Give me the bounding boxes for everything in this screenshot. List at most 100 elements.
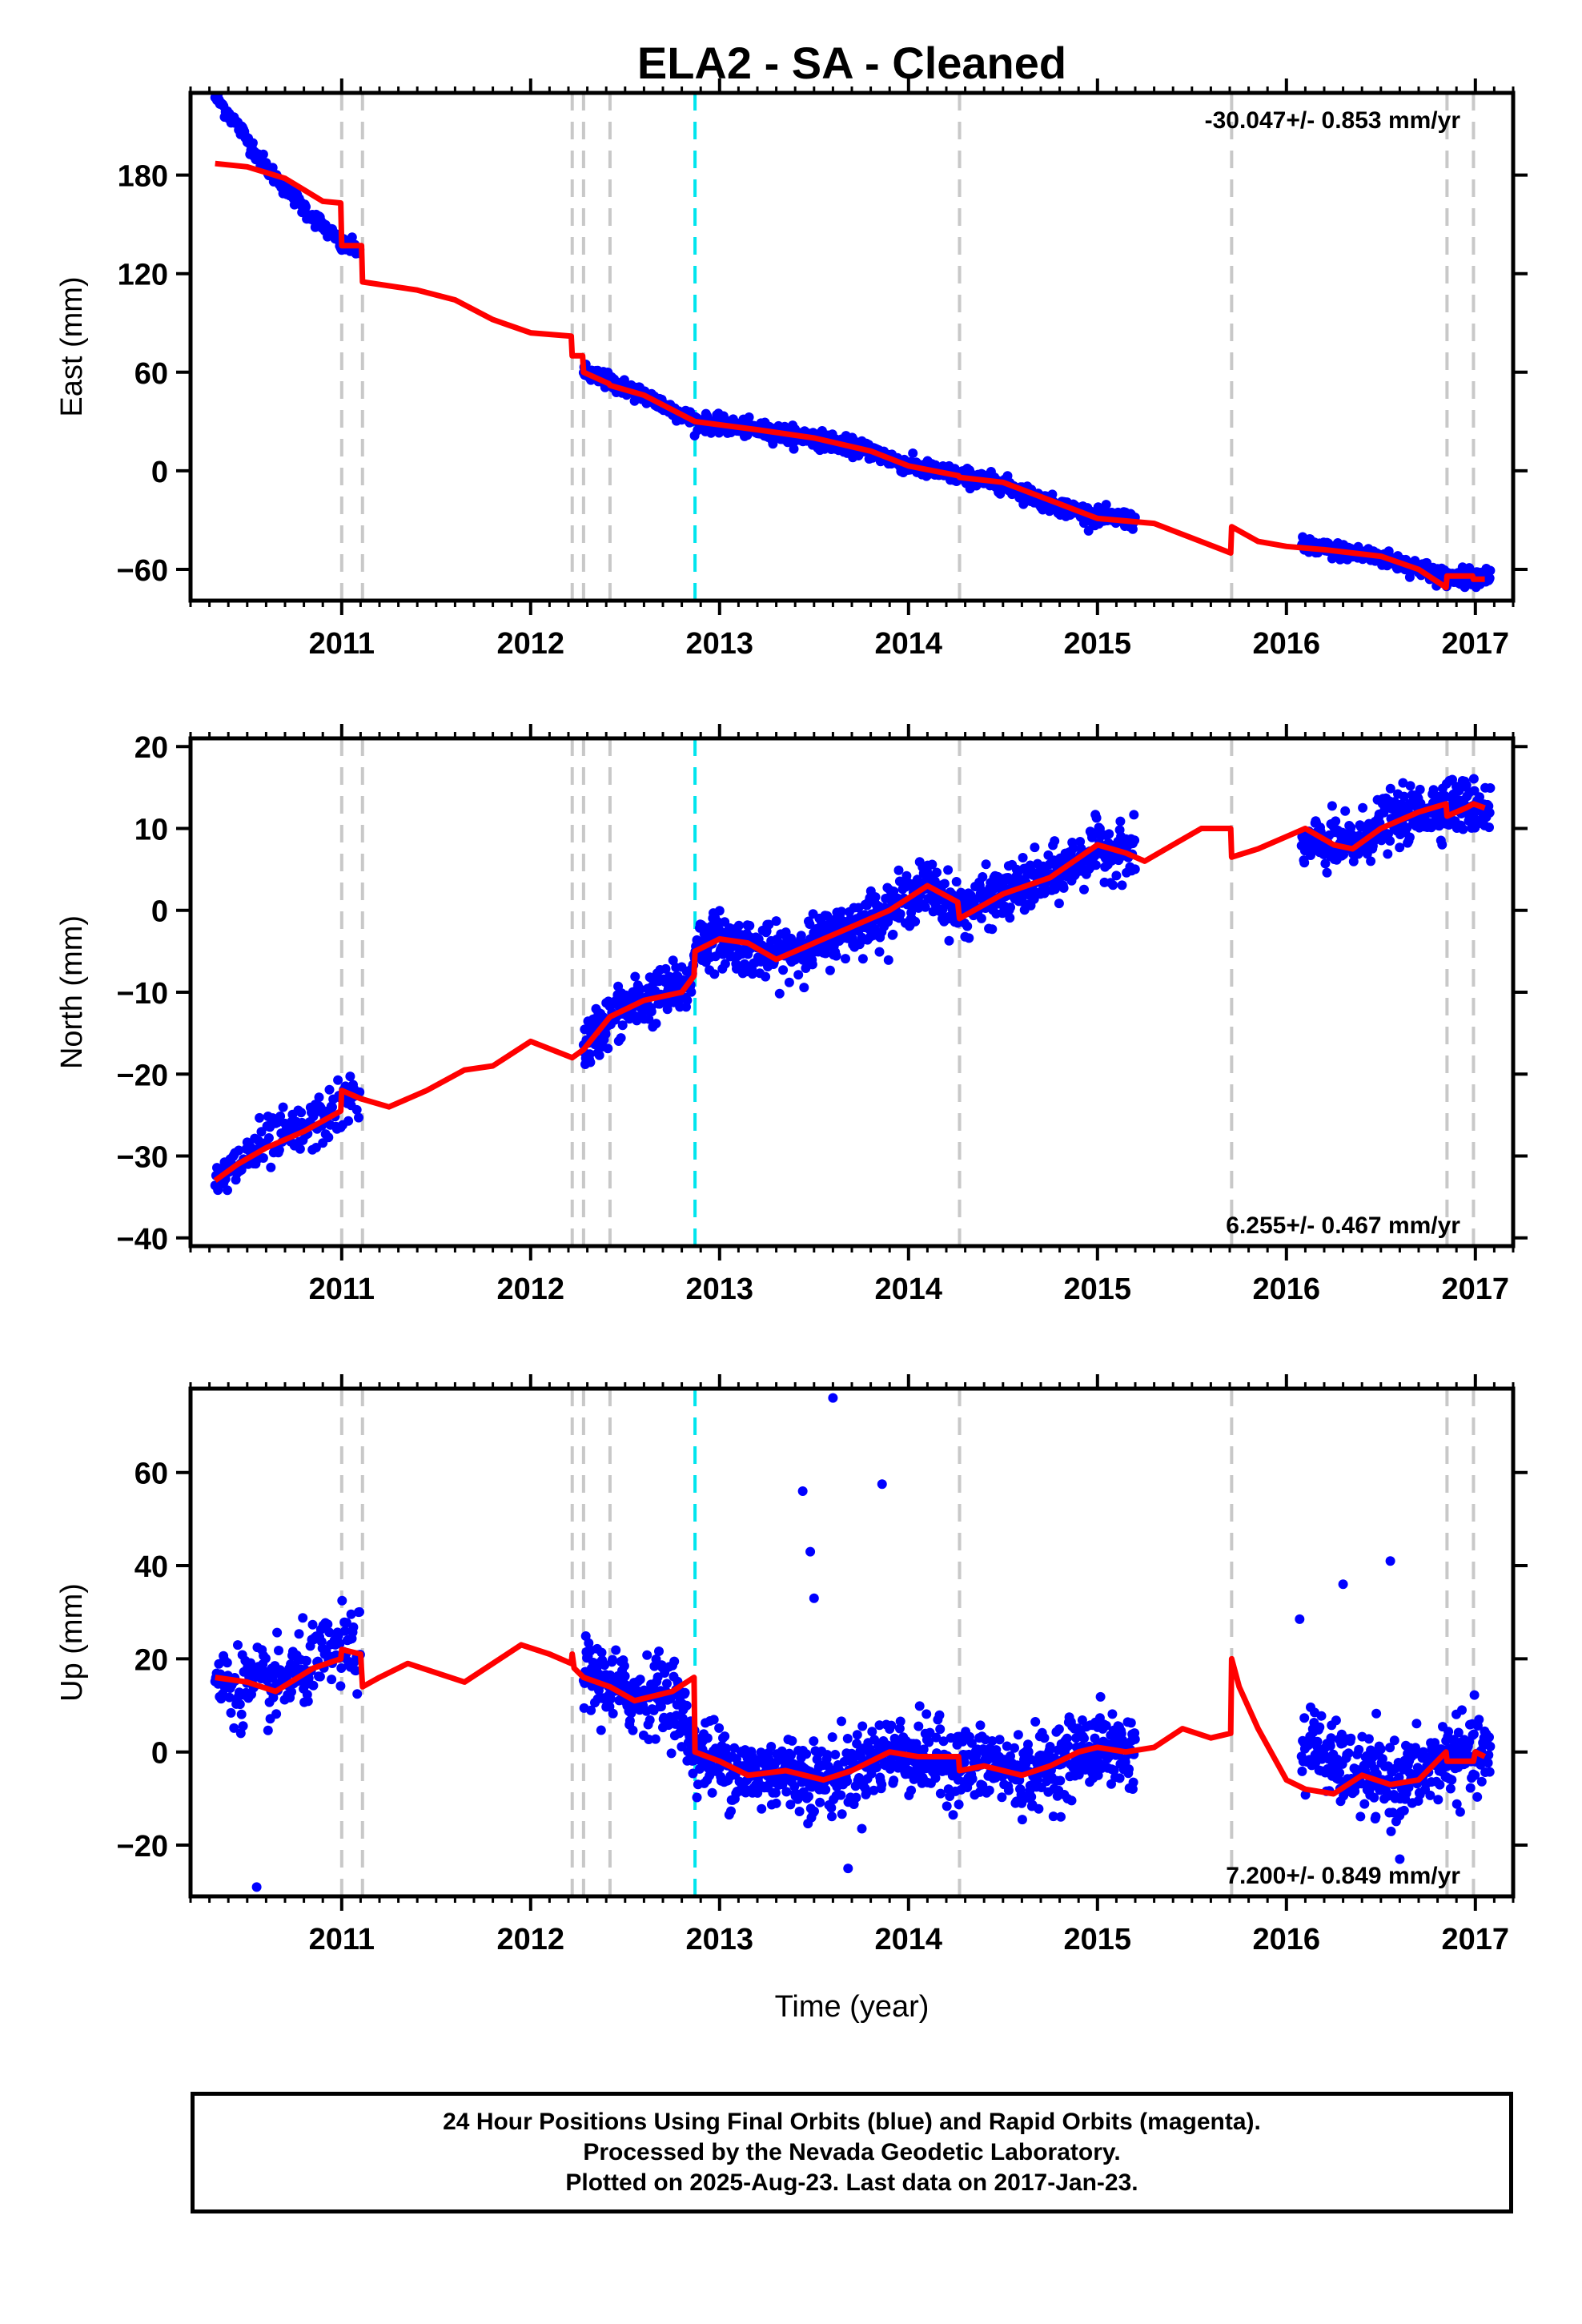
north-data-point <box>1108 880 1118 891</box>
up-frame <box>188 1386 1516 1899</box>
east-data-point <box>347 232 357 243</box>
north-data-point <box>274 1145 284 1155</box>
north-data-point <box>278 1102 288 1112</box>
north-data-point <box>686 987 697 997</box>
up-data-point <box>935 1724 946 1735</box>
up-data-point <box>785 1799 796 1810</box>
up-outlier-point <box>828 1393 838 1403</box>
up-data-point <box>757 1803 767 1814</box>
up-data-point <box>781 1787 792 1797</box>
up-data-point <box>351 1666 361 1676</box>
north-data-point <box>888 929 898 939</box>
north-data-point <box>825 965 835 975</box>
up-data-point <box>608 1655 617 1665</box>
up-data-point <box>1297 1766 1307 1776</box>
east-x-tick-label: 2013 <box>686 627 754 661</box>
north-data-point <box>709 969 720 979</box>
north-frame <box>188 736 1516 1248</box>
north-data-point <box>796 931 806 941</box>
north-data-point <box>1030 842 1040 853</box>
north-data-point <box>1368 837 1379 846</box>
up-data-point <box>274 1646 283 1655</box>
up-data-point <box>869 1785 879 1795</box>
north-data-point <box>1054 899 1064 909</box>
east-x-tick-label: 2016 <box>1253 627 1321 661</box>
north-data-point <box>745 920 755 931</box>
up-data-point <box>282 1671 292 1682</box>
north-data-point <box>799 983 809 993</box>
north-data-point <box>837 907 846 917</box>
north-data-point <box>1331 816 1341 826</box>
up-data-point <box>1130 1734 1140 1744</box>
up-data-point <box>333 1630 343 1641</box>
north-data-point <box>987 924 998 935</box>
north-y-tick-label: −30 <box>117 1141 168 1175</box>
north-data-point <box>333 1075 343 1085</box>
north-data-point <box>255 1112 265 1123</box>
up-data-point <box>842 1734 853 1743</box>
up-data-point <box>867 1727 877 1737</box>
north-data-point <box>630 971 640 982</box>
up-data-point <box>1101 1720 1111 1731</box>
north-data-point <box>275 1111 286 1121</box>
up-data-point <box>1120 1757 1130 1767</box>
north-data-point <box>920 902 930 912</box>
up-outlier-point <box>1385 1556 1395 1566</box>
east-data-point <box>1101 500 1111 510</box>
east-data-point <box>1484 573 1495 583</box>
up-data-point <box>1326 1733 1336 1743</box>
north-data-point <box>651 1019 661 1029</box>
up-data-point <box>871 1763 881 1773</box>
up-data-point <box>721 1743 732 1754</box>
north-data-point <box>1079 884 1089 895</box>
up-outlier-point <box>1295 1614 1305 1624</box>
north-data-point <box>1018 853 1028 862</box>
up-data-point <box>1107 1709 1118 1719</box>
east-x-tick-label: 2012 <box>497 627 565 661</box>
up-data-point <box>1109 1765 1119 1775</box>
up-data-point <box>1056 1811 1066 1822</box>
up-data-point <box>224 1692 235 1703</box>
up-data-point <box>222 1658 232 1668</box>
north-data-point <box>857 954 868 964</box>
up-data-point <box>821 1784 831 1795</box>
north-data-point <box>1485 783 1496 793</box>
up-data-point <box>959 1757 970 1767</box>
up-data-point <box>229 1723 239 1733</box>
up-data-point <box>793 1794 803 1804</box>
up-data-point <box>335 1638 345 1649</box>
chart-title: ELA2 - SA - Cleaned <box>637 38 1066 88</box>
north-data-point <box>1005 913 1015 923</box>
north-data-point <box>714 906 725 916</box>
up-data-point <box>857 1721 868 1731</box>
up-data-point <box>1476 1776 1487 1787</box>
up-data-point <box>1079 1733 1089 1743</box>
east-y-tick-label: 60 <box>135 357 168 391</box>
north-data-point <box>1399 791 1409 802</box>
up-data-point <box>656 1702 666 1711</box>
up-data-point <box>1312 1736 1323 1747</box>
north-x-tick-label: 2017 <box>1442 1273 1510 1306</box>
north-data-point <box>883 955 893 965</box>
east-panel: 2011 2012 2013 2014 2015 2016 2017 −60 0 60 120 180… <box>55 78 1528 661</box>
up-data-point <box>308 1680 319 1691</box>
up-data-point <box>930 1773 941 1783</box>
up-x-tick-label: 2012 <box>497 1923 565 1956</box>
up-data-point <box>1447 1775 1457 1785</box>
north-data-point <box>1306 850 1315 860</box>
north-data-point <box>1068 843 1078 854</box>
up-data-point <box>1012 1760 1022 1771</box>
up-data-point <box>692 1792 702 1803</box>
up-data-point <box>877 1779 887 1790</box>
up-data-point <box>268 1692 279 1703</box>
north-data-point <box>771 916 781 927</box>
up-data-point <box>894 1723 905 1734</box>
north-data-point <box>616 1033 626 1043</box>
north-data-point <box>720 959 730 969</box>
up-data-point <box>1355 1811 1366 1822</box>
up-data-point <box>336 1663 347 1673</box>
east-x-tick-label: 2015 <box>1064 627 1132 661</box>
up-data-points <box>210 1393 1496 1892</box>
north-data-point <box>774 988 785 999</box>
up-data-point <box>635 1675 645 1685</box>
